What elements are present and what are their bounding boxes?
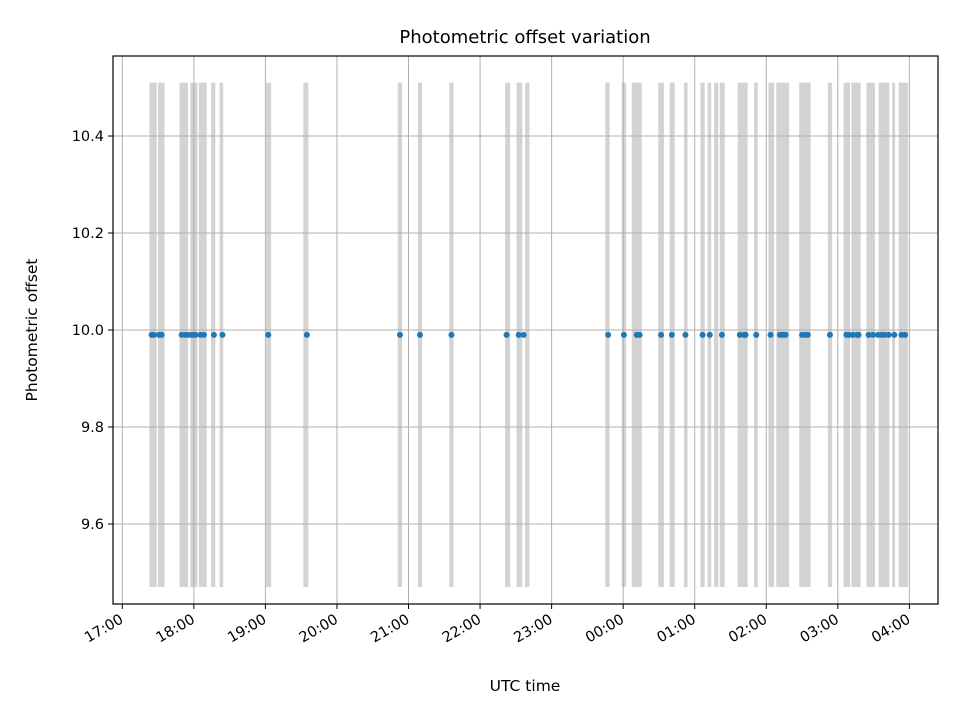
data-point	[219, 331, 226, 338]
data-point	[826, 331, 833, 338]
y-tick-label: 9.8	[81, 420, 104, 436]
data-point	[636, 331, 643, 338]
data-point	[658, 331, 665, 338]
y-axis-ticks: 9.6 9.8 10.0 10.2 10.4	[72, 129, 113, 533]
y-tick-label: 10.0	[72, 323, 104, 339]
y-tick-label: 9.6	[81, 517, 104, 533]
data-point	[210, 331, 217, 338]
data-point	[706, 331, 713, 338]
data-point	[605, 331, 612, 338]
data-point	[885, 331, 892, 338]
data-point	[396, 331, 403, 338]
data-point	[782, 331, 789, 338]
data-point	[736, 331, 743, 338]
data-point	[668, 331, 675, 338]
y-axis-label: Photometric offset	[23, 259, 41, 402]
exposure-band	[714, 82, 719, 588]
data-point	[303, 331, 310, 338]
data-point	[849, 331, 856, 338]
data-point	[891, 331, 898, 338]
y-tick-label: 10.4	[72, 129, 104, 145]
data-point	[620, 331, 627, 338]
data-point	[865, 331, 872, 338]
data-point	[881, 331, 888, 338]
data-point	[753, 331, 760, 338]
data-point	[265, 331, 272, 338]
data-point	[520, 331, 527, 338]
data-point	[158, 331, 165, 338]
exposure-band	[525, 82, 530, 588]
data-point	[718, 331, 725, 338]
data-point	[682, 331, 689, 338]
data-point	[448, 331, 455, 338]
x-axis-label: UTC time	[490, 677, 561, 695]
grid-lines	[113, 56, 938, 604]
data-point	[192, 331, 199, 338]
data-point	[804, 331, 811, 338]
data-point	[767, 331, 774, 338]
data-point	[869, 331, 876, 338]
data-point	[150, 331, 157, 338]
y-tick-label: 10.2	[72, 226, 104, 242]
chart-title: Photometric offset variation	[399, 27, 650, 48]
data-point	[515, 331, 522, 338]
data-point	[200, 331, 207, 338]
data-points	[148, 331, 909, 338]
data-point	[503, 331, 510, 338]
data-point	[855, 331, 862, 338]
data-point	[699, 331, 706, 338]
data-point	[416, 331, 423, 338]
data-point	[902, 331, 909, 338]
data-point	[742, 331, 749, 338]
